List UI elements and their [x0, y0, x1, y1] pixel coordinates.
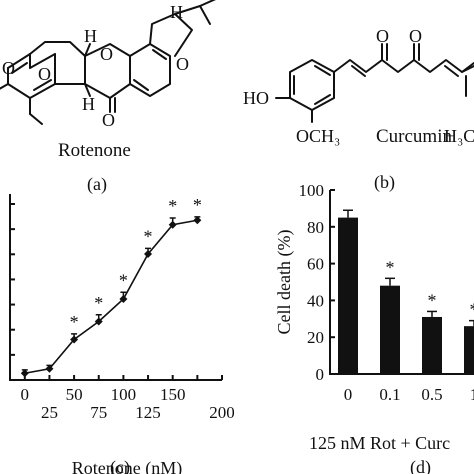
oxygen-label: O	[376, 26, 389, 46]
rotenone-structure: O O O O O H H H Rotenone (a)	[0, 0, 216, 195]
chart-c-point	[45, 364, 54, 373]
caption-b: (b)	[374, 172, 395, 193]
chart-c-point	[168, 220, 177, 229]
rotenone-name: Rotenone	[58, 140, 131, 161]
chart-d-bar	[422, 316, 442, 374]
rotenone-bonds	[0, 0, 216, 125]
chart-c-axis-lines	[9, 194, 222, 381]
chart-d-bars: * * *	[338, 209, 474, 374]
ho-label: HO	[243, 88, 269, 108]
chart-c-tick-labels: 0 50 100 150 25 75 125 200	[21, 385, 235, 422]
chart-c-x-tick-label: 100	[111, 385, 137, 404]
oxygen-label: O	[176, 54, 189, 74]
chart-c-point	[70, 335, 79, 344]
oxygen-label: O	[38, 64, 51, 84]
chart-c-x-tick-label: 0	[21, 385, 30, 404]
chart-d-y-tick-label: 20	[307, 328, 324, 347]
chart-c-point	[94, 317, 103, 326]
chart-c-significance-marker: *	[94, 293, 103, 313]
chart-d-tick-labels: 0 20 40 60 80 100 0 0.1 0.5 1	[299, 181, 474, 404]
chart-c-significance-marker: *	[193, 195, 202, 215]
curcumin-name: Curcumin	[376, 126, 452, 147]
chart-c-point	[20, 369, 29, 378]
chart-d-x-tick-label: 0.5	[421, 385, 442, 404]
methoxy-label: OCH₃	[296, 126, 340, 146]
chart-c-series: * * * * * *	[20, 195, 202, 378]
chart-d-ylabel: Cell death (%)	[274, 230, 295, 335]
chart-d-y-tick-label: 100	[299, 181, 325, 200]
chart-d-bar	[464, 326, 474, 374]
chart-d-group-label: 125 nM Rot + Curc	[309, 433, 450, 453]
chart-c-x-tick-label: 150	[160, 385, 186, 404]
chart-c-ticks	[10, 203, 223, 380]
oxygen-label: O	[102, 110, 115, 130]
chart-d-bar	[380, 285, 400, 374]
oxygen-label: O	[100, 44, 113, 64]
h3c-label: H₃C	[444, 126, 474, 146]
chart-d-ticks	[330, 189, 335, 375]
chart-c-point	[144, 250, 153, 258]
chart-d-y-tick-label: 40	[307, 291, 324, 310]
stereo-h-label: H	[82, 94, 95, 114]
chart-c-x-tick-label: 125	[135, 403, 161, 422]
chart-c-x-tick-label: 75	[90, 403, 107, 422]
chart-c-x-tick-label: 50	[66, 385, 83, 404]
chart-d-x-tick-label: 0.1	[379, 385, 400, 404]
curcumin-structure: O O HO OCH₃ Curcumin H₃C (b)	[243, 26, 474, 193]
chart-c-point	[119, 295, 128, 303]
chart-c-x-tick-label: 25	[41, 403, 58, 422]
stereo-h-label: H	[170, 2, 183, 22]
chart-d-significance-marker: *	[428, 290, 437, 310]
oxygen-label: O	[409, 26, 422, 46]
oxygen-label: O	[2, 58, 15, 78]
chart-c-xlabel: Rotenone (nM)	[72, 458, 182, 474]
chart-d-significance-marker: *	[470, 300, 474, 320]
chart-c-significance-marker: *	[119, 270, 128, 290]
curcumin-bonds	[275, 43, 474, 123]
chart-d-y-tick-label: 80	[307, 218, 324, 237]
chart-c-significance-marker: *	[144, 226, 153, 246]
chart-c-significance-marker: *	[70, 312, 79, 332]
chart-c-significance-marker: *	[168, 196, 177, 216]
chart-d-y-tick-label: 0	[316, 365, 325, 384]
chart-d-bar	[338, 217, 358, 374]
caption-d: (d)	[410, 457, 431, 474]
chart-c-x-tick-label: 200	[209, 403, 235, 422]
stereo-h-label: H	[84, 26, 97, 46]
chart-c-point	[193, 216, 202, 225]
chart-d-significance-marker: *	[386, 257, 395, 277]
rotenone-dose-chart: 0 50 100 150 25 75 125 200 * * * * * * Rotenone (nM)…	[9, 194, 235, 474]
caption-a: (a)	[87, 174, 107, 195]
chart-c-axes	[9, 194, 222, 381]
caption-c-visible: (c)	[110, 457, 130, 474]
chart-d-x-tick-label: 0	[344, 385, 353, 404]
chart-d-x-tick-label: 1	[470, 385, 474, 404]
chart-c-series-line	[24, 219, 198, 375]
chart-d-y-tick-label: 60	[307, 255, 324, 274]
